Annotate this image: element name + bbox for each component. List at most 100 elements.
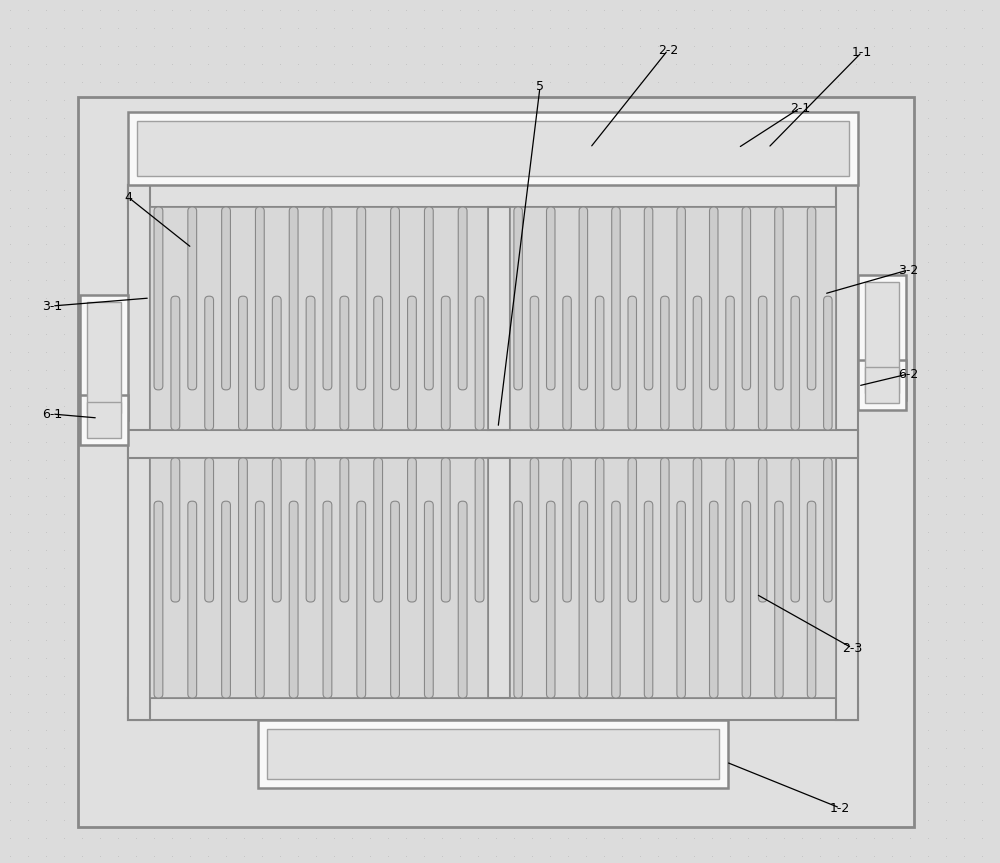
- FancyBboxPatch shape: [239, 296, 247, 430]
- FancyBboxPatch shape: [579, 501, 588, 698]
- FancyBboxPatch shape: [791, 296, 799, 430]
- FancyBboxPatch shape: [758, 296, 767, 430]
- FancyBboxPatch shape: [306, 458, 315, 602]
- Bar: [78, 97, 914, 827]
- FancyBboxPatch shape: [323, 207, 332, 390]
- Text: 1-1: 1-1: [852, 46, 872, 59]
- Bar: [128, 185, 858, 207]
- FancyBboxPatch shape: [547, 501, 555, 698]
- FancyBboxPatch shape: [475, 458, 484, 602]
- Bar: [80, 395, 128, 445]
- Bar: [488, 207, 510, 430]
- Bar: [128, 185, 150, 720]
- FancyBboxPatch shape: [807, 501, 816, 698]
- FancyBboxPatch shape: [424, 501, 433, 698]
- FancyBboxPatch shape: [612, 207, 620, 390]
- FancyBboxPatch shape: [272, 296, 281, 430]
- FancyBboxPatch shape: [693, 458, 702, 602]
- FancyBboxPatch shape: [661, 458, 669, 602]
- Bar: [865, 282, 899, 393]
- FancyBboxPatch shape: [222, 207, 230, 390]
- FancyBboxPatch shape: [726, 296, 734, 430]
- FancyBboxPatch shape: [391, 501, 399, 698]
- FancyBboxPatch shape: [255, 501, 264, 698]
- Text: 6-2: 6-2: [898, 368, 918, 381]
- FancyBboxPatch shape: [742, 207, 751, 390]
- FancyBboxPatch shape: [612, 501, 620, 698]
- Bar: [150, 458, 488, 698]
- Text: 5: 5: [536, 80, 544, 93]
- FancyBboxPatch shape: [458, 501, 467, 698]
- FancyBboxPatch shape: [710, 501, 718, 698]
- Bar: [510, 207, 836, 430]
- FancyBboxPatch shape: [628, 296, 636, 430]
- Bar: [510, 458, 836, 698]
- FancyBboxPatch shape: [154, 501, 163, 698]
- FancyBboxPatch shape: [391, 207, 399, 390]
- FancyBboxPatch shape: [710, 207, 718, 390]
- FancyBboxPatch shape: [188, 501, 197, 698]
- FancyBboxPatch shape: [205, 296, 214, 430]
- FancyBboxPatch shape: [239, 458, 247, 602]
- Bar: [865, 367, 899, 403]
- Bar: [858, 275, 906, 400]
- FancyBboxPatch shape: [579, 207, 588, 390]
- Bar: [488, 458, 510, 698]
- FancyBboxPatch shape: [374, 296, 383, 430]
- FancyBboxPatch shape: [661, 296, 669, 430]
- FancyBboxPatch shape: [530, 458, 539, 602]
- FancyBboxPatch shape: [693, 296, 702, 430]
- FancyBboxPatch shape: [563, 296, 571, 430]
- Text: 2-1: 2-1: [790, 102, 810, 115]
- FancyBboxPatch shape: [547, 207, 555, 390]
- FancyBboxPatch shape: [758, 458, 767, 602]
- FancyBboxPatch shape: [726, 458, 734, 602]
- FancyBboxPatch shape: [441, 296, 450, 430]
- FancyBboxPatch shape: [340, 296, 349, 430]
- FancyBboxPatch shape: [742, 501, 751, 698]
- Bar: [267, 729, 719, 779]
- FancyBboxPatch shape: [644, 207, 653, 390]
- Text: 2-3: 2-3: [842, 641, 862, 654]
- Bar: [80, 295, 128, 420]
- FancyBboxPatch shape: [475, 296, 484, 430]
- Bar: [87, 402, 121, 438]
- Text: 2-2: 2-2: [658, 43, 678, 56]
- Bar: [87, 302, 121, 413]
- FancyBboxPatch shape: [791, 458, 799, 602]
- Text: 3-1: 3-1: [42, 299, 62, 312]
- FancyBboxPatch shape: [374, 458, 383, 602]
- FancyBboxPatch shape: [306, 296, 315, 430]
- FancyBboxPatch shape: [595, 458, 604, 602]
- FancyBboxPatch shape: [824, 458, 832, 602]
- FancyBboxPatch shape: [441, 458, 450, 602]
- FancyBboxPatch shape: [824, 296, 832, 430]
- FancyBboxPatch shape: [289, 501, 298, 698]
- Bar: [858, 360, 906, 410]
- FancyBboxPatch shape: [530, 296, 539, 430]
- Text: 1-2: 1-2: [830, 802, 850, 815]
- FancyBboxPatch shape: [188, 207, 197, 390]
- FancyBboxPatch shape: [677, 207, 685, 390]
- Bar: [128, 698, 858, 720]
- FancyBboxPatch shape: [357, 207, 366, 390]
- FancyBboxPatch shape: [514, 501, 522, 698]
- FancyBboxPatch shape: [171, 296, 180, 430]
- FancyBboxPatch shape: [677, 501, 685, 698]
- FancyBboxPatch shape: [807, 207, 816, 390]
- FancyBboxPatch shape: [154, 207, 163, 390]
- FancyBboxPatch shape: [595, 296, 604, 430]
- Bar: [258, 720, 728, 788]
- FancyBboxPatch shape: [408, 458, 416, 602]
- FancyBboxPatch shape: [171, 458, 180, 602]
- FancyBboxPatch shape: [563, 458, 571, 602]
- Bar: [128, 112, 858, 185]
- FancyBboxPatch shape: [272, 458, 281, 602]
- FancyBboxPatch shape: [775, 501, 783, 698]
- FancyBboxPatch shape: [357, 501, 366, 698]
- Text: 4: 4: [124, 191, 132, 204]
- FancyBboxPatch shape: [289, 207, 298, 390]
- Text: 6-1: 6-1: [42, 407, 62, 420]
- Bar: [137, 121, 849, 176]
- Bar: [150, 207, 488, 430]
